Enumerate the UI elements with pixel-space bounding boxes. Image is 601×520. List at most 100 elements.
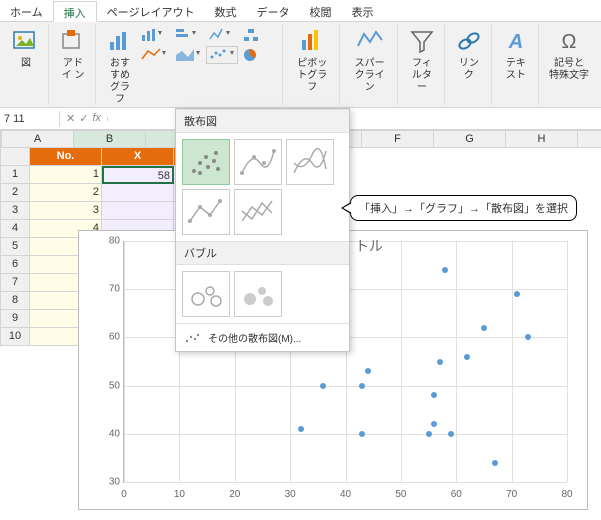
- scatter-smooth-markers-option[interactable]: [234, 139, 282, 185]
- addins-button[interactable]: アドイ ン: [55, 26, 91, 84]
- sparkline-icon: [356, 28, 384, 56]
- col-header-A[interactable]: A: [2, 130, 74, 148]
- more-scatter-option[interactable]: その他の散布図(M)...: [176, 323, 349, 351]
- ribbon-tab-6[interactable]: 表示: [341, 0, 383, 21]
- cell-1-1[interactable]: 58: [102, 166, 174, 184]
- row-header-5[interactable]: 5: [0, 238, 30, 256]
- line-chart-icon[interactable]: [138, 46, 170, 64]
- hierarchy-chart-icon[interactable]: [240, 26, 272, 44]
- row-header-9[interactable]: 9: [0, 310, 30, 328]
- filter-icon: [408, 28, 436, 56]
- ribbon-tab-2[interactable]: ページレイアウト: [97, 0, 205, 21]
- group-filter: フィルター: [400, 24, 445, 105]
- col-header-I[interactable]: I: [578, 130, 601, 148]
- bubble-option[interactable]: [182, 271, 230, 317]
- scatter-smooth-option[interactable]: [286, 139, 334, 185]
- scatter-point: [431, 392, 437, 398]
- row-header-4[interactable]: 4: [0, 220, 30, 238]
- picture-icon: [12, 28, 40, 56]
- filter-button[interactable]: フィルター: [404, 26, 440, 96]
- link-icon: [455, 28, 483, 56]
- col-header-G[interactable]: G: [434, 130, 506, 148]
- link-button[interactable]: リンク: [451, 26, 487, 84]
- bubble-3d-option[interactable]: [234, 271, 282, 317]
- header-x[interactable]: X: [102, 148, 174, 166]
- pie-chart-icon[interactable]: [240, 46, 272, 64]
- cell-1-0[interactable]: 1: [30, 166, 102, 184]
- scatter-point: [320, 383, 326, 389]
- sparkline-button[interactable]: スパークライン: [346, 26, 392, 96]
- scatter-point: [464, 354, 470, 360]
- scatter-point: [525, 334, 531, 340]
- svg-text:A: A: [508, 31, 523, 53]
- row-header-7[interactable]: 7: [0, 274, 30, 292]
- scatter-lines-markers-option[interactable]: [182, 189, 230, 235]
- ribbon-tab-4[interactable]: データ: [246, 0, 299, 21]
- formula-icons: ✕ ✓ fx: [60, 112, 107, 125]
- callout-text: 「挿入」→「グラフ」→「散布図」を選択: [359, 203, 568, 215]
- cell-2-0[interactable]: 2: [30, 184, 102, 202]
- group-symbol: Ω 記号と 特殊文字: [541, 24, 597, 105]
- row-header[interactable]: [0, 148, 30, 166]
- col-header-F[interactable]: F: [362, 130, 434, 148]
- scatter-point: [492, 460, 498, 466]
- scatter-point: [365, 368, 371, 374]
- pivot-chart-button[interactable]: ピボットグラフ: [289, 26, 335, 96]
- scatter-point: [448, 431, 454, 437]
- ribbon: 図 アドイ ン おすすめ グラフ: [0, 22, 601, 108]
- ribbon-tab-3[interactable]: 数式: [204, 0, 246, 21]
- confirm-icon[interactable]: ✓: [79, 112, 88, 125]
- stock-chart-icon[interactable]: [206, 26, 238, 44]
- chart-title-fragment: トル: [355, 236, 383, 256]
- scatter-markers-option[interactable]: [182, 139, 230, 185]
- instruction-callout: 「挿入」→「グラフ」→「散布図」を選択: [350, 195, 577, 221]
- symbol-button[interactable]: Ω 記号と 特殊文字: [545, 26, 593, 84]
- illustrations-button[interactable]: 図: [8, 26, 44, 72]
- group-illustrations: 図: [4, 24, 49, 105]
- scatter-point: [431, 421, 437, 427]
- more-scatter-label: その他の散布図(M)...: [208, 330, 301, 345]
- scatter-point: [442, 267, 448, 273]
- group-pivot: ピボットグラフ: [285, 24, 340, 105]
- addin-icon: [59, 28, 87, 56]
- ribbon-tabs: ホーム挿入ページレイアウト数式データ校閲表示: [0, 0, 601, 22]
- area-chart-icon[interactable]: [172, 46, 204, 64]
- cell-3-0[interactable]: 3: [30, 202, 102, 220]
- group-sparkline: スパークライン: [342, 24, 397, 105]
- row-header-8[interactable]: 8: [0, 292, 30, 310]
- row-header-6[interactable]: 6: [0, 256, 30, 274]
- ribbon-tab-0[interactable]: ホーム: [0, 0, 53, 21]
- scatter-point: [359, 383, 365, 389]
- col-header-H[interactable]: H: [506, 130, 578, 148]
- svg-text:Ω: Ω: [561, 31, 576, 53]
- bar-chart-icon[interactable]: [172, 26, 204, 44]
- fx-icon[interactable]: fx: [92, 112, 101, 125]
- cell-3-1[interactable]: [102, 202, 174, 220]
- text-button[interactable]: A テキスト: [498, 26, 534, 84]
- ribbon-tab-5[interactable]: 校閲: [299, 0, 341, 21]
- cancel-icon[interactable]: ✕: [66, 112, 75, 125]
- name-box[interactable]: 7 11: [0, 111, 60, 127]
- dropdown-section-scatter: 散布図: [176, 109, 349, 133]
- group-link: リンク: [447, 24, 492, 105]
- header-no[interactable]: No.: [30, 148, 102, 166]
- row-header-3[interactable]: 3: [0, 202, 30, 220]
- recommended-charts-button[interactable]: おすすめ グラフ: [102, 26, 138, 108]
- scatter-lines-option[interactable]: [234, 189, 282, 235]
- dropdown-section-bubble: バブル: [176, 241, 349, 265]
- scatter-point: [426, 431, 432, 437]
- recommended-chart-icon: [106, 28, 134, 56]
- ribbon-tab-1[interactable]: 挿入: [53, 1, 97, 22]
- row-header-1[interactable]: 1: [0, 166, 30, 184]
- scatter-chart-icon[interactable]: [206, 46, 238, 64]
- group-charts: おすすめ グラフ: [98, 24, 283, 105]
- column-chart-icon[interactable]: [138, 26, 170, 44]
- col-header-B[interactable]: B: [74, 130, 146, 148]
- row-header-10[interactable]: 10: [0, 328, 30, 346]
- more-scatter-icon: [184, 331, 202, 345]
- scatter-point: [298, 426, 304, 432]
- scatter-point: [437, 359, 443, 365]
- cell-2-1[interactable]: [102, 184, 174, 202]
- text-icon: A: [502, 28, 530, 56]
- row-header-2[interactable]: 2: [0, 184, 30, 202]
